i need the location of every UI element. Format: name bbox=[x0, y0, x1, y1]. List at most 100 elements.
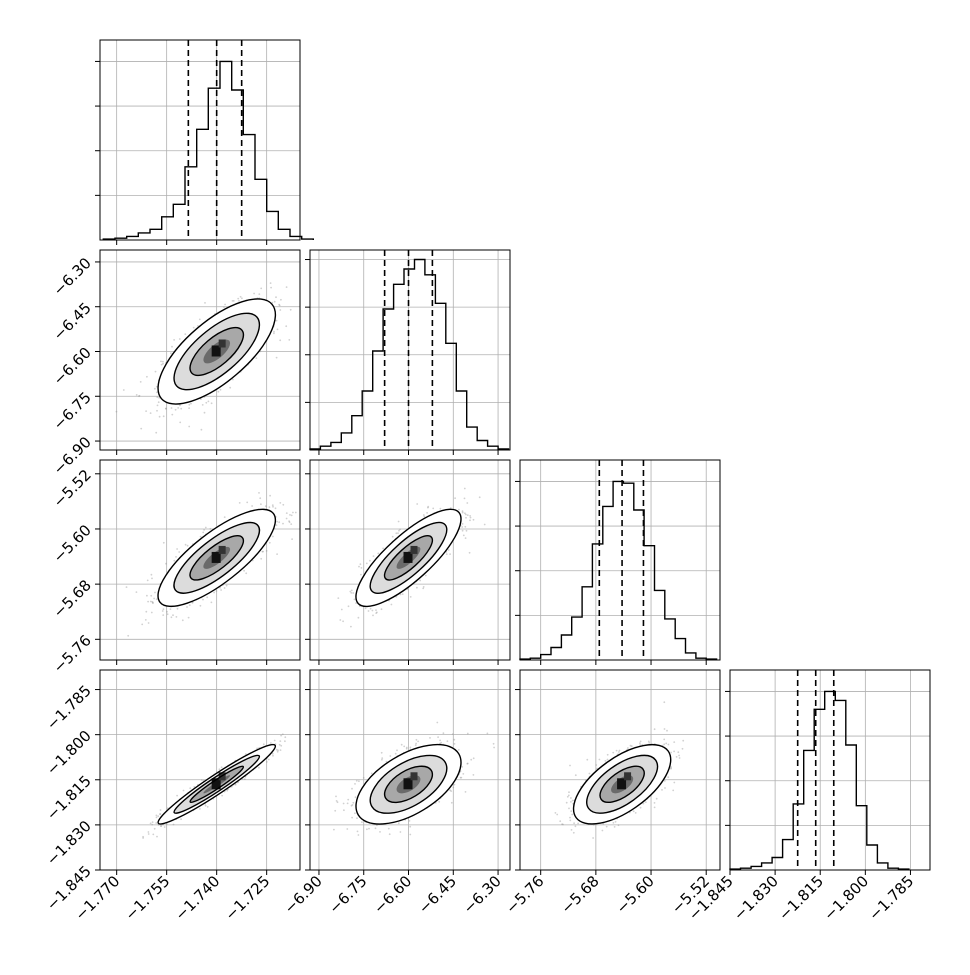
scatter-point bbox=[392, 536, 394, 538]
scatter-point bbox=[270, 287, 272, 289]
scatter-point bbox=[150, 595, 152, 597]
scatter-point bbox=[150, 412, 152, 414]
scatter-point bbox=[151, 574, 153, 576]
scatter-point bbox=[409, 820, 411, 822]
scatter-point bbox=[403, 746, 405, 748]
scatter-point bbox=[270, 742, 272, 744]
scatter-point bbox=[224, 304, 226, 306]
scatter-point bbox=[272, 504, 274, 506]
scatter-point bbox=[220, 589, 222, 591]
scatter-point bbox=[462, 523, 464, 525]
scatter-point bbox=[279, 305, 281, 307]
scatter-point bbox=[156, 410, 158, 412]
scatter-point bbox=[282, 504, 284, 506]
histogram-panel-3 bbox=[725, 670, 930, 870]
scatter-point bbox=[276, 320, 278, 322]
scatter-point bbox=[295, 512, 297, 514]
scatter-point bbox=[199, 808, 201, 810]
density-peak2-2-1 bbox=[411, 546, 418, 554]
scatter-point bbox=[173, 824, 175, 826]
density-peak2-1-0 bbox=[219, 339, 226, 347]
scatter-point bbox=[291, 515, 293, 517]
scatter-point bbox=[358, 617, 360, 619]
scatter-point bbox=[462, 773, 464, 775]
scatter-point bbox=[279, 740, 281, 742]
scatter-point bbox=[354, 599, 356, 601]
scatter-point bbox=[464, 512, 466, 514]
scatter-point bbox=[402, 593, 404, 595]
scatter-point bbox=[360, 563, 362, 565]
scatter-point bbox=[243, 570, 245, 572]
scatter-point bbox=[289, 521, 291, 523]
scatter-point bbox=[277, 329, 279, 331]
scatter-point bbox=[154, 592, 156, 594]
scatter-point bbox=[224, 516, 226, 518]
scatter-point bbox=[398, 521, 400, 523]
scatter-point bbox=[210, 528, 212, 530]
scatter-point bbox=[356, 817, 358, 819]
scatter-point bbox=[276, 553, 278, 555]
scatter-point bbox=[381, 752, 383, 754]
scatter-point bbox=[145, 611, 147, 613]
scatter-point bbox=[289, 514, 291, 516]
scatter-point bbox=[458, 749, 460, 751]
scatter-point bbox=[205, 805, 207, 807]
scatter-point bbox=[200, 605, 202, 607]
scatter-point bbox=[280, 749, 282, 751]
scatter-point bbox=[202, 599, 204, 601]
scatter-point bbox=[416, 739, 418, 741]
scatter-point bbox=[251, 505, 253, 507]
scatter-point bbox=[136, 591, 138, 593]
scatter-point bbox=[180, 408, 182, 410]
scatter-point bbox=[232, 379, 234, 381]
scatter-point bbox=[304, 514, 306, 516]
scatter-point bbox=[148, 833, 150, 835]
scatter-point bbox=[141, 624, 143, 626]
scatter-point bbox=[342, 620, 344, 622]
scatter-point bbox=[351, 590, 353, 592]
scatter-point bbox=[205, 402, 207, 404]
scatter-point bbox=[202, 532, 204, 534]
scatter-point bbox=[282, 733, 284, 735]
scatter-point bbox=[180, 818, 182, 820]
scatter-point bbox=[148, 622, 150, 624]
scatter-point bbox=[279, 309, 281, 311]
scatter-panel-3-1 bbox=[310, 670, 510, 870]
scatter-panel-1-0 bbox=[100, 250, 302, 450]
scatter-point bbox=[273, 333, 275, 335]
scatter-point bbox=[423, 516, 425, 518]
scatter-point bbox=[179, 405, 181, 407]
scatter-point bbox=[213, 592, 215, 594]
scatter-point bbox=[400, 594, 402, 596]
scatter-point bbox=[163, 542, 165, 544]
scatter-point bbox=[467, 733, 469, 735]
scatter-point bbox=[175, 556, 177, 558]
scatter-point bbox=[148, 831, 150, 833]
scatter-point bbox=[469, 515, 471, 517]
scatter-points-3-1 bbox=[333, 722, 495, 841]
scatter-point bbox=[458, 509, 460, 511]
scatter-point bbox=[185, 544, 187, 546]
scatter-point bbox=[375, 609, 377, 611]
scatter-point bbox=[270, 282, 272, 284]
scatter-point bbox=[182, 619, 184, 621]
scatter-point bbox=[175, 409, 177, 411]
scatter-point bbox=[432, 508, 434, 510]
scatter-point bbox=[464, 526, 466, 528]
scatter-point bbox=[280, 735, 282, 737]
scatter-point bbox=[467, 514, 469, 516]
scatter-point bbox=[470, 517, 472, 519]
scatter-point bbox=[452, 733, 454, 735]
scatter-point bbox=[172, 614, 174, 616]
scatter-point bbox=[371, 773, 373, 775]
scatter-point bbox=[163, 415, 165, 417]
scatter-point bbox=[286, 518, 288, 520]
scatter-point bbox=[202, 404, 204, 406]
scatter-point bbox=[159, 813, 161, 815]
scatter-point bbox=[273, 331, 275, 333]
scatter-point bbox=[164, 826, 166, 828]
scatter-points-3-0 bbox=[142, 733, 286, 839]
scatter-point bbox=[466, 530, 468, 532]
scatter-point bbox=[461, 526, 463, 528]
